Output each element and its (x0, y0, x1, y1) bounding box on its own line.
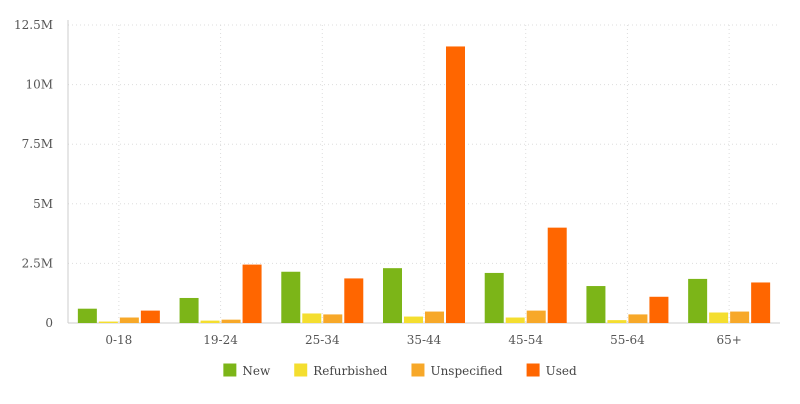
bar-used-25-34[interactable] (344, 278, 364, 323)
x-tick-label: 65+ (716, 333, 741, 347)
bar-new-35-44[interactable] (383, 268, 402, 323)
bar-used-65+[interactable] (751, 282, 771, 323)
bar-unspecified-45-54[interactable] (526, 310, 546, 323)
bar-refurbished-19-24[interactable] (200, 320, 220, 323)
bar-refurbished-0-18[interactable] (98, 321, 118, 323)
bar-unspecified-35-44[interactable] (425, 311, 444, 323)
legend-swatch (526, 363, 540, 377)
legend-item-refurbished[interactable]: Refurbished (294, 363, 388, 379)
legend-item-unspecified[interactable]: Unspecified (411, 363, 503, 379)
x-tick-label: 25-34 (305, 333, 340, 347)
bar-unspecified-25-34[interactable] (323, 314, 343, 323)
bars (77, 46, 771, 324)
bar-refurbished-55-64[interactable] (607, 320, 627, 323)
bar-unspecified-0-18[interactable] (119, 317, 139, 323)
bar-unspecified-65+[interactable] (730, 311, 750, 323)
y-tick-label: 0 (45, 316, 53, 330)
bar-unspecified-55-64[interactable] (628, 314, 648, 323)
legend-label: Refurbished (313, 364, 388, 378)
legend-label: Used (546, 364, 577, 378)
legend-swatch (294, 363, 308, 377)
bar-new-25-34[interactable] (281, 271, 301, 323)
legend-item-used[interactable]: Used (526, 363, 577, 379)
bar-new-45-54[interactable] (484, 272, 504, 323)
x-tick-label: 19-24 (203, 333, 238, 347)
bar-new-65+[interactable] (688, 278, 708, 323)
bar-used-45-54[interactable] (547, 227, 567, 323)
x-tick-label: 0-18 (105, 333, 132, 347)
y-tick-label: 5M (33, 197, 53, 211)
bar-unspecified-19-24[interactable] (221, 319, 241, 323)
bar-used-19-24[interactable] (242, 264, 262, 323)
gridlines (68, 24, 780, 323)
y-tick-label: 10M (25, 78, 53, 92)
legend-label: Unspecified (430, 364, 502, 378)
legend[interactable]: New Refurbished Unspecified Used (223, 363, 577, 379)
bar-new-19-24[interactable] (179, 297, 199, 323)
x-tick-label: 35-44 (407, 333, 442, 347)
axes: 0 2.5M 5M 7.5M 10M 12.5M 0-18 19-24 25-34 35-44 45… (14, 18, 780, 347)
x-tick-label: 45-54 (508, 333, 543, 347)
legend-swatch (223, 363, 237, 377)
bar-refurbished-45-54[interactable] (505, 317, 525, 323)
bar-used-55-64[interactable] (649, 296, 669, 323)
legend-swatch (411, 363, 425, 377)
y-tick-label: 7.5M (22, 137, 53, 151)
bar-used-35-44[interactable] (446, 46, 465, 324)
legend-item-new[interactable]: New (223, 363, 271, 379)
y-tick-label: 2.5M (22, 256, 53, 270)
bar-refurbished-25-34[interactable] (302, 313, 322, 323)
bar-refurbished-35-44[interactable] (404, 316, 423, 323)
bar-refurbished-65+[interactable] (709, 312, 729, 323)
bar-new-55-64[interactable] (586, 286, 606, 323)
x-tick-label: 55-64 (610, 333, 645, 347)
y-tick-label: 12.5M (14, 18, 53, 32)
bar-new-0-18[interactable] (77, 308, 97, 323)
bar-used-0-18[interactable] (140, 310, 160, 323)
legend-label: New (242, 364, 271, 378)
